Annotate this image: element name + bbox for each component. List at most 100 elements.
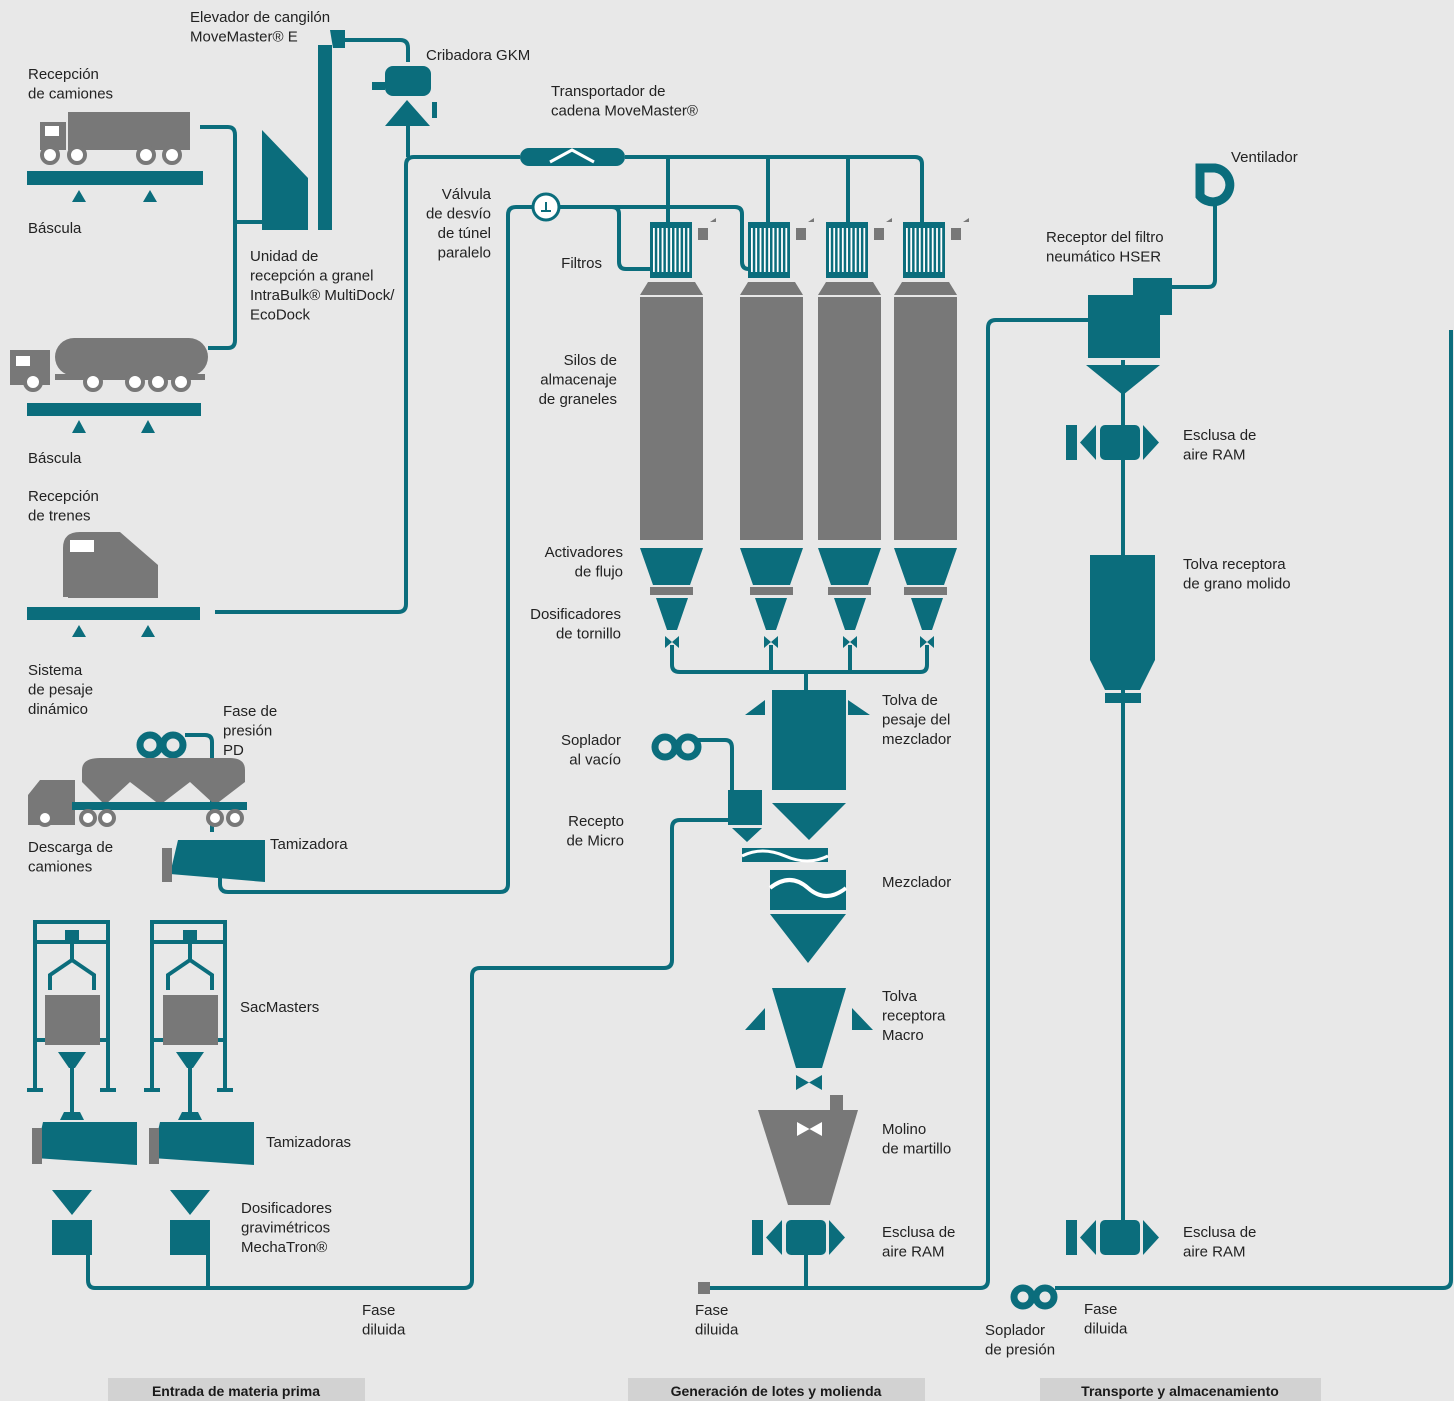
equipment-shape xyxy=(777,228,779,272)
equipment-shape xyxy=(657,228,659,272)
equipment-shape xyxy=(208,811,222,825)
equipment-shape xyxy=(679,228,681,272)
equipment-shape xyxy=(16,356,30,366)
label: Sistema xyxy=(28,662,83,679)
equipment-shape xyxy=(653,228,655,272)
equipment-shape xyxy=(855,228,857,272)
equipment-shape xyxy=(829,228,831,272)
label: Fase xyxy=(695,1302,728,1319)
equipment-shape xyxy=(70,540,94,552)
label: PD xyxy=(223,742,244,759)
section-title: Generación de lotes y molienda xyxy=(671,1383,882,1399)
label: de martillo xyxy=(882,1141,951,1158)
equipment-shape xyxy=(846,228,848,272)
label: diluida xyxy=(1084,1321,1128,1338)
label: dinámico xyxy=(28,701,88,718)
equipment-shape xyxy=(666,228,668,272)
equipment-shape xyxy=(781,228,783,272)
equipment-shape xyxy=(149,1128,159,1164)
equipment-shape xyxy=(1100,425,1140,460)
equipment-shape xyxy=(68,590,158,598)
label: almacenaje xyxy=(540,372,617,389)
equipment-shape xyxy=(760,228,762,272)
label: aire RAM xyxy=(882,1244,945,1261)
label: Fase xyxy=(362,1302,395,1319)
label: Soplador xyxy=(985,1322,1045,1339)
label: Esclusa de xyxy=(1183,427,1256,444)
equipment-shape xyxy=(818,282,881,295)
equipment-shape xyxy=(640,297,703,540)
equipment-shape xyxy=(683,228,685,272)
label: Tamizadora xyxy=(270,836,348,853)
equipment-shape xyxy=(150,374,166,390)
equipment-shape xyxy=(55,338,208,376)
label: Silos de xyxy=(564,352,617,369)
label: Báscula xyxy=(28,220,82,237)
equipment-shape xyxy=(163,995,218,1045)
equipment-shape xyxy=(851,228,853,272)
equipment-shape xyxy=(183,930,197,940)
equipment-shape xyxy=(1090,555,1155,690)
equipment-shape xyxy=(936,228,938,272)
label: diluida xyxy=(362,1322,406,1339)
equipment-shape xyxy=(188,1068,192,1113)
equipment-shape xyxy=(838,228,840,272)
equipment-shape xyxy=(385,66,431,96)
equipment-shape xyxy=(728,790,762,825)
equipment-shape xyxy=(773,228,775,272)
label: Recepción xyxy=(28,488,99,505)
equipment-shape xyxy=(81,811,95,825)
label: receptora xyxy=(882,1008,946,1025)
equipment-shape xyxy=(170,1220,210,1255)
label: de presión xyxy=(985,1342,1055,1359)
label: gravimétricos xyxy=(241,1220,330,1237)
equipment-shape xyxy=(178,1112,202,1120)
equipment-shape xyxy=(25,374,41,390)
label: recepción a granel xyxy=(250,268,373,285)
equipment-shape xyxy=(894,297,957,540)
label: Elevador de cangilón xyxy=(190,9,330,26)
label: diluida xyxy=(695,1322,739,1339)
equipment-shape xyxy=(152,1122,254,1165)
equipment-shape xyxy=(100,811,114,825)
label: mezclador xyxy=(882,731,951,748)
process-diagram: Elevador de cangilónMoveMaster® ECribado… xyxy=(0,0,1454,1401)
equipment-shape xyxy=(35,1122,137,1165)
equipment-shape xyxy=(859,228,861,272)
equipment-shape xyxy=(751,228,753,272)
label: Fase de xyxy=(223,703,277,720)
background xyxy=(0,0,1454,1401)
equipment-shape xyxy=(1100,1220,1140,1255)
label: Báscula xyxy=(28,450,82,467)
equipment-shape xyxy=(164,147,180,163)
section-title: Entrada de materia prima xyxy=(152,1383,320,1399)
equipment-shape xyxy=(894,282,957,295)
equipment-shape xyxy=(640,282,703,295)
label: Activadores xyxy=(545,544,623,561)
equipment-shape xyxy=(42,147,58,163)
equipment-shape xyxy=(228,811,242,825)
label: Esclusa de xyxy=(1183,1224,1256,1241)
label: Fase xyxy=(1084,1301,1117,1318)
equipment-shape xyxy=(764,228,766,272)
equipment-shape xyxy=(698,1282,710,1294)
label: de pesaje xyxy=(28,682,93,699)
equipment-shape xyxy=(755,228,757,272)
label: Transportador de xyxy=(551,83,666,100)
label: Esclusa de xyxy=(882,1224,955,1241)
label: Macro xyxy=(882,1027,924,1044)
label: Soplador xyxy=(561,732,621,749)
equipment-shape xyxy=(768,228,770,272)
label: de grano molido xyxy=(1183,576,1291,593)
equipment-shape xyxy=(786,1220,826,1255)
equipment-shape xyxy=(1133,278,1172,315)
equipment-shape xyxy=(432,102,437,118)
label: neumático HSER xyxy=(1046,249,1161,266)
label: de flujo xyxy=(575,564,623,581)
label: de camiones xyxy=(28,86,113,103)
label: de desvío xyxy=(426,206,491,223)
section-title: Transporte y almacenamiento xyxy=(1081,1383,1279,1399)
equipment-shape xyxy=(69,147,85,163)
section-tabs: Entrada de materia prima Generación de l… xyxy=(108,1378,1321,1401)
label: Dosificadores xyxy=(530,606,621,623)
